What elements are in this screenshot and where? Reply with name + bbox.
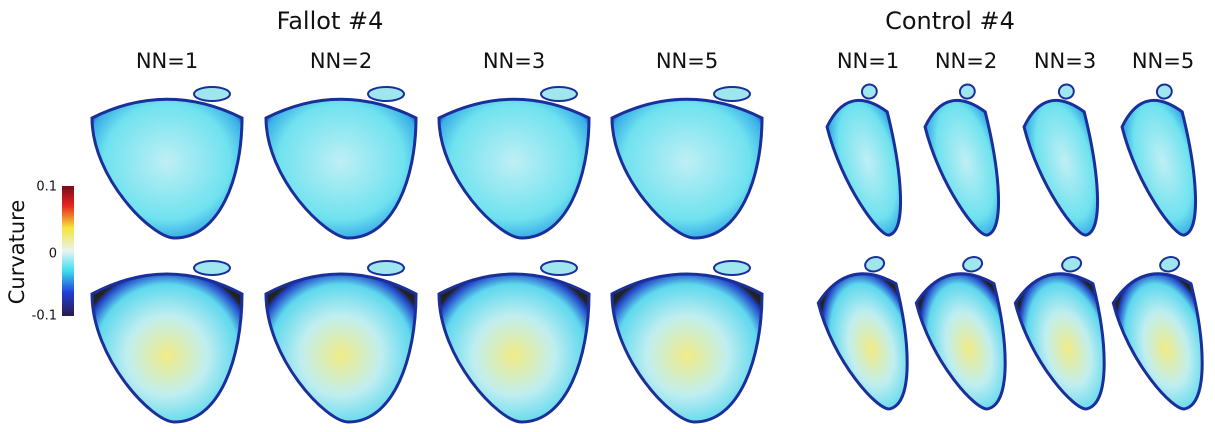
heart-valve — [540, 260, 578, 276]
heart-render — [816, 272, 909, 411]
heart-valve — [713, 260, 751, 276]
colorbar-label: Curvature — [5, 200, 29, 305]
colorbar-tick: 0.1 — [36, 180, 57, 195]
colorbar-tick: -0.1 — [32, 309, 57, 324]
heart-render — [610, 272, 764, 424]
heart-render — [923, 98, 1001, 237]
colorbar — [62, 186, 74, 316]
heart-valve — [367, 86, 405, 102]
colorbar-tick: 0 — [49, 247, 57, 262]
heart-valve — [1159, 256, 1181, 273]
heart-valve — [1155, 83, 1173, 100]
heart-valve — [962, 256, 984, 273]
heart-valve — [540, 86, 578, 102]
heart-valve — [713, 86, 751, 102]
column-label: NN=2 — [935, 49, 997, 73]
heart-valve — [958, 83, 976, 100]
heart-render — [914, 272, 1007, 411]
heart-valve — [864, 256, 886, 273]
heart-render — [1111, 272, 1204, 411]
heart-render — [1120, 98, 1198, 237]
heart-valve — [1057, 83, 1075, 100]
heart-valve — [1061, 256, 1083, 273]
heart-valve — [367, 260, 405, 276]
column-label: NN=1 — [837, 49, 899, 73]
heart-valve — [193, 260, 231, 276]
heart-render — [437, 97, 591, 240]
heart-render — [437, 272, 591, 424]
heart-render — [1013, 272, 1106, 411]
heart-render — [264, 97, 418, 240]
column-label: NN=3 — [1034, 49, 1096, 73]
group-title: Control #4 — [885, 7, 1015, 35]
heart-render — [1022, 98, 1100, 237]
heart-valve — [860, 83, 878, 100]
heart-render — [90, 272, 244, 424]
heart-render — [825, 98, 903, 237]
group-title: Fallot #4 — [277, 7, 384, 35]
column-label: NN=5 — [1132, 49, 1194, 73]
column-label: NN=3 — [483, 49, 545, 73]
column-label: NN=2 — [310, 49, 372, 73]
heart-render — [90, 97, 244, 240]
heart-render — [264, 272, 418, 424]
column-label: NN=5 — [656, 49, 718, 73]
column-label: NN=1 — [136, 49, 198, 73]
heart-valve — [193, 86, 231, 102]
heart-render — [610, 97, 764, 240]
